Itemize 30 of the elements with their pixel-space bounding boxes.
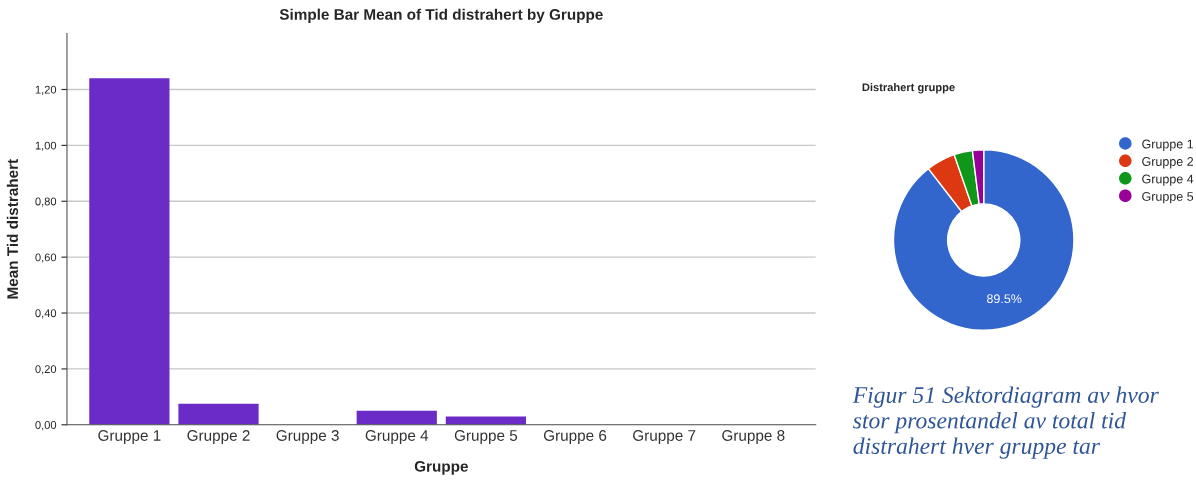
bar [178, 403, 259, 425]
x-tick-label: Gruppe 7 [633, 430, 696, 444]
chart-title: Distrahert gruppe [862, 83, 955, 94]
x-axis-title: Gruppe [414, 460, 468, 475]
x-tick-label: Gruppe 4 [365, 430, 429, 444]
x-tick-label: Gruppe 6 [543, 430, 607, 444]
x-tick-label: Gruppe 5 [454, 430, 518, 444]
bar [89, 78, 170, 425]
bar [445, 416, 526, 425]
x-tick-label: Gruppe 8 [722, 430, 785, 444]
legend-label: Gruppe 2 [1142, 157, 1194, 169]
chart-title: Simple Bar Mean of Tid distrahert by Gruppe [279, 8, 603, 23]
y-tick-label: 0,60 [35, 253, 57, 263]
x-tick-label: Gruppe 3 [276, 430, 339, 444]
data-label: 89.5% [986, 294, 1022, 304]
y-tick-label: 0,80 [35, 197, 57, 207]
x-tick-label: Gruppe 1 [98, 430, 161, 444]
legend-label: Gruppe 1 [1142, 139, 1194, 151]
y-tick-label: 0,00 [35, 421, 57, 431]
y-tick-label: 0,40 [35, 309, 57, 319]
legend-label: Gruppe 4 [1142, 174, 1194, 186]
x-tick-label: Gruppe 2 [187, 430, 250, 444]
text: Figur 51 Sektordiagram av hvor stor prosentandel av total tid distrahert hver gruppe tar [852, 386, 1159, 459]
y-axis-title: Mean Tid distrahert [6, 159, 19, 299]
bar [356, 410, 437, 425]
legend-label: Gruppe 5 [1142, 192, 1194, 204]
y-tick-label: 1,00 [35, 141, 57, 151]
y-tick-label: 0,20 [35, 365, 57, 375]
donut-slice [892, 149, 1075, 331]
y-tick-label: 1,20 [35, 85, 57, 95]
